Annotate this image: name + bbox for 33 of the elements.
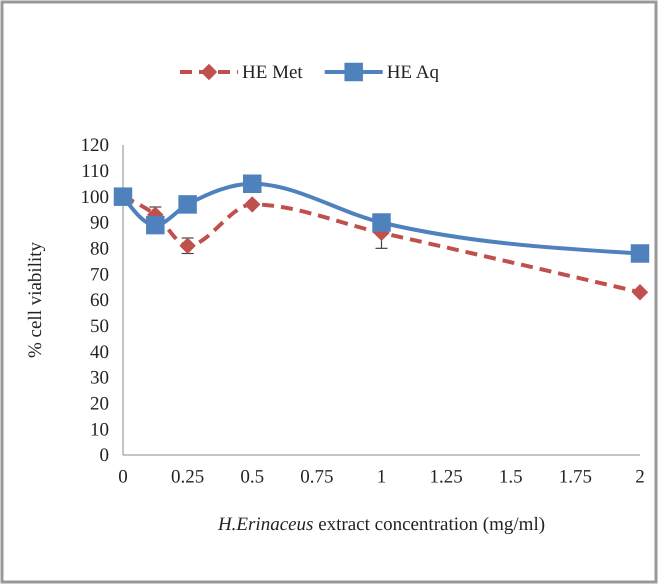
y-tick-label: 10 bbox=[90, 419, 109, 440]
point bbox=[178, 195, 197, 214]
y-tick-label: 40 bbox=[90, 342, 109, 363]
y-tick-label: 60 bbox=[90, 290, 109, 312]
x-tick-label: 0.25 bbox=[171, 466, 204, 488]
y-tick-label: 30 bbox=[90, 368, 109, 389]
point bbox=[632, 284, 648, 300]
x-tick-label: 1.75 bbox=[558, 466, 592, 488]
point bbox=[372, 213, 391, 232]
x-axis-title: H.Erinaceus extract concentration (mg/ml) bbox=[216, 514, 546, 535]
x-tick-label: 1.5 bbox=[498, 466, 523, 488]
x-tick-label: 0.75 bbox=[300, 466, 334, 488]
y-tick-label: 0 bbox=[100, 445, 109, 466]
legend-label: HE Met bbox=[242, 62, 304, 83]
y-tick-label: 120 bbox=[80, 135, 109, 156]
x-tick-label: 0.5 bbox=[240, 466, 264, 488]
y-axis-title: % cell viability bbox=[25, 241, 46, 358]
x-tick-label: 1 bbox=[376, 466, 386, 488]
point bbox=[630, 244, 650, 263]
point bbox=[146, 216, 165, 234]
y-tick-label: 100 bbox=[80, 186, 109, 208]
y-tick-label: 50 bbox=[90, 316, 109, 337]
y-tick-label: 110 bbox=[81, 160, 109, 182]
point bbox=[243, 174, 262, 193]
y-tick-label: 90 bbox=[90, 212, 109, 234]
y-tick-label: 70 bbox=[90, 264, 109, 286]
y-tick-label: 20 bbox=[90, 393, 109, 414]
point bbox=[244, 196, 260, 212]
legend-label: HE Aq bbox=[386, 62, 440, 83]
x-tick-label: 0 bbox=[118, 466, 128, 488]
y-tick-label: 80 bbox=[90, 238, 109, 260]
x-tick-label: 1.25 bbox=[430, 466, 463, 488]
x-tick-label: 2 bbox=[635, 466, 645, 488]
